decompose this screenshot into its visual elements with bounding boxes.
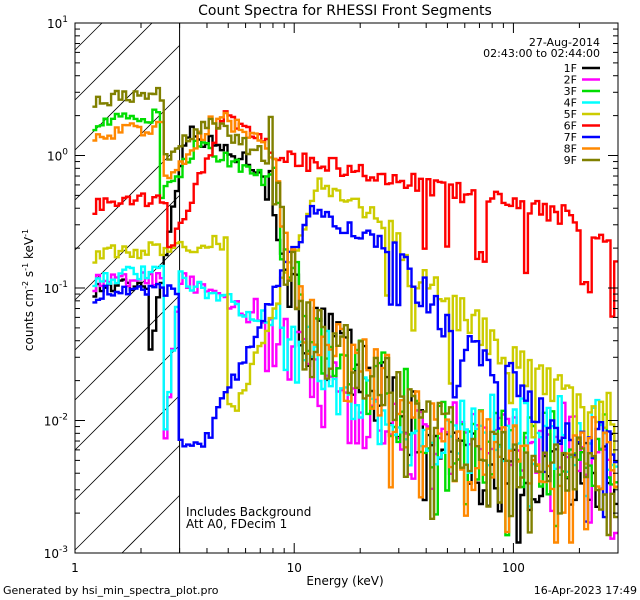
legend-label-6f: 6F <box>564 120 577 133</box>
y-axis-label: counts cm-2 s-1 keV-1 <box>21 229 36 351</box>
legend-label-3f: 3F <box>564 85 577 98</box>
x-axis-label: Energy (keV) <box>306 574 383 588</box>
timestamp-label: 16-Apr-2023 17:49 <box>534 584 637 597</box>
chart-title: Count Spectra for RHESSI Front Segments <box>198 3 492 19</box>
y-axis: 101 100 10-1 10-2 10-3 <box>44 15 618 561</box>
legend-label-4f: 4F <box>564 97 577 110</box>
legend-label-2f: 2F <box>564 74 577 87</box>
annotation-background: Includes Background <box>186 505 311 519</box>
annotation-attenuator: Att A0, FDecim 1 <box>186 517 287 531</box>
series-line-6f <box>92 110 618 318</box>
legend-label-8f: 8F <box>564 143 577 156</box>
y-tick-label: 10-3 <box>44 545 68 561</box>
time-range-label: 02:43:00 to 02:44:00 <box>483 47 600 60</box>
x-tick-label: 1 <box>71 561 79 575</box>
series-line-5f <box>92 177 618 489</box>
series-line-9f <box>92 86 618 537</box>
series-line-7f <box>92 204 618 523</box>
date-label: 27-Aug-2014 <box>529 36 600 49</box>
series-line-3f <box>92 108 618 537</box>
series-layer <box>92 86 618 544</box>
y-tick-label: 101 <box>47 15 68 31</box>
y-tick-label: 100 <box>47 148 68 164</box>
generated-by-label: Generated by hsi_min_spectra_plot.pro <box>3 584 219 597</box>
legend-label-7f: 7F <box>564 131 577 144</box>
series-line-2f <box>92 271 618 540</box>
legend-label-9f: 9F <box>564 154 577 167</box>
x-axis: 1 10 100 <box>71 23 619 575</box>
legend-label-1f: 1F <box>564 62 577 75</box>
x-tick-label: 100 <box>502 561 525 575</box>
x-tick-label: 10 <box>287 561 302 575</box>
y-tick-label: 10-2 <box>44 413 68 429</box>
series-line-4f <box>92 264 618 508</box>
y-tick-label: 10-1 <box>44 280 68 296</box>
series-line-8f <box>92 111 618 544</box>
legend-label-5f: 5F <box>564 108 577 121</box>
